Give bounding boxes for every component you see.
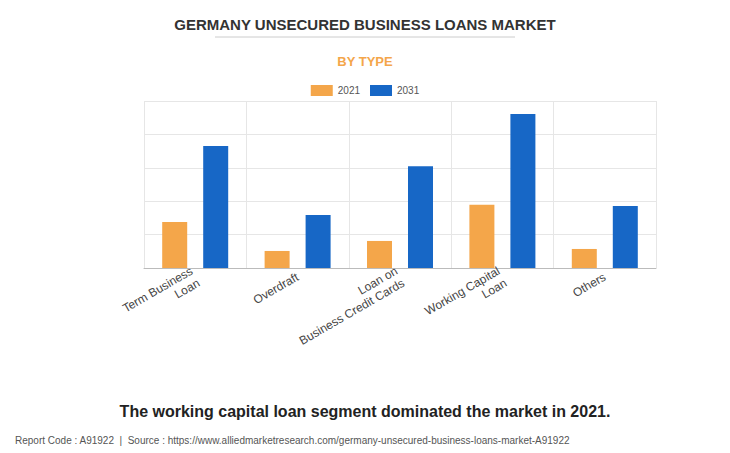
svg-text:Business Credit Cards: Business Credit Cards — [297, 276, 407, 348]
svg-text:Report Code : A91922 | Sourc: Report Code : A91922 | Source : https://… — [15, 435, 570, 446]
svg-text:Term Business: Term Business — [120, 263, 196, 316]
svg-text:2031: 2031 — [397, 85, 420, 96]
svg-text:Loan on: Loan on — [355, 263, 400, 298]
svg-text:BY TYPE: BY TYPE — [337, 54, 393, 69]
svg-text:Working Capital: Working Capital — [422, 263, 503, 319]
svg-text:The working capital loan segme: The working capital loan segment dominat… — [120, 403, 611, 420]
svg-text:Loan: Loan — [479, 276, 509, 301]
svg-text:2021: 2021 — [338, 85, 361, 96]
svg-text:Overdraft: Overdraft — [251, 270, 302, 307]
svg-text:GERMANY UNSECURED BUSINESS LOA: GERMANY UNSECURED BUSINESS LOANS MARKET — [174, 16, 555, 33]
svg-text:Others: Others — [570, 270, 608, 300]
svg-text:Loan: Loan — [172, 276, 202, 301]
